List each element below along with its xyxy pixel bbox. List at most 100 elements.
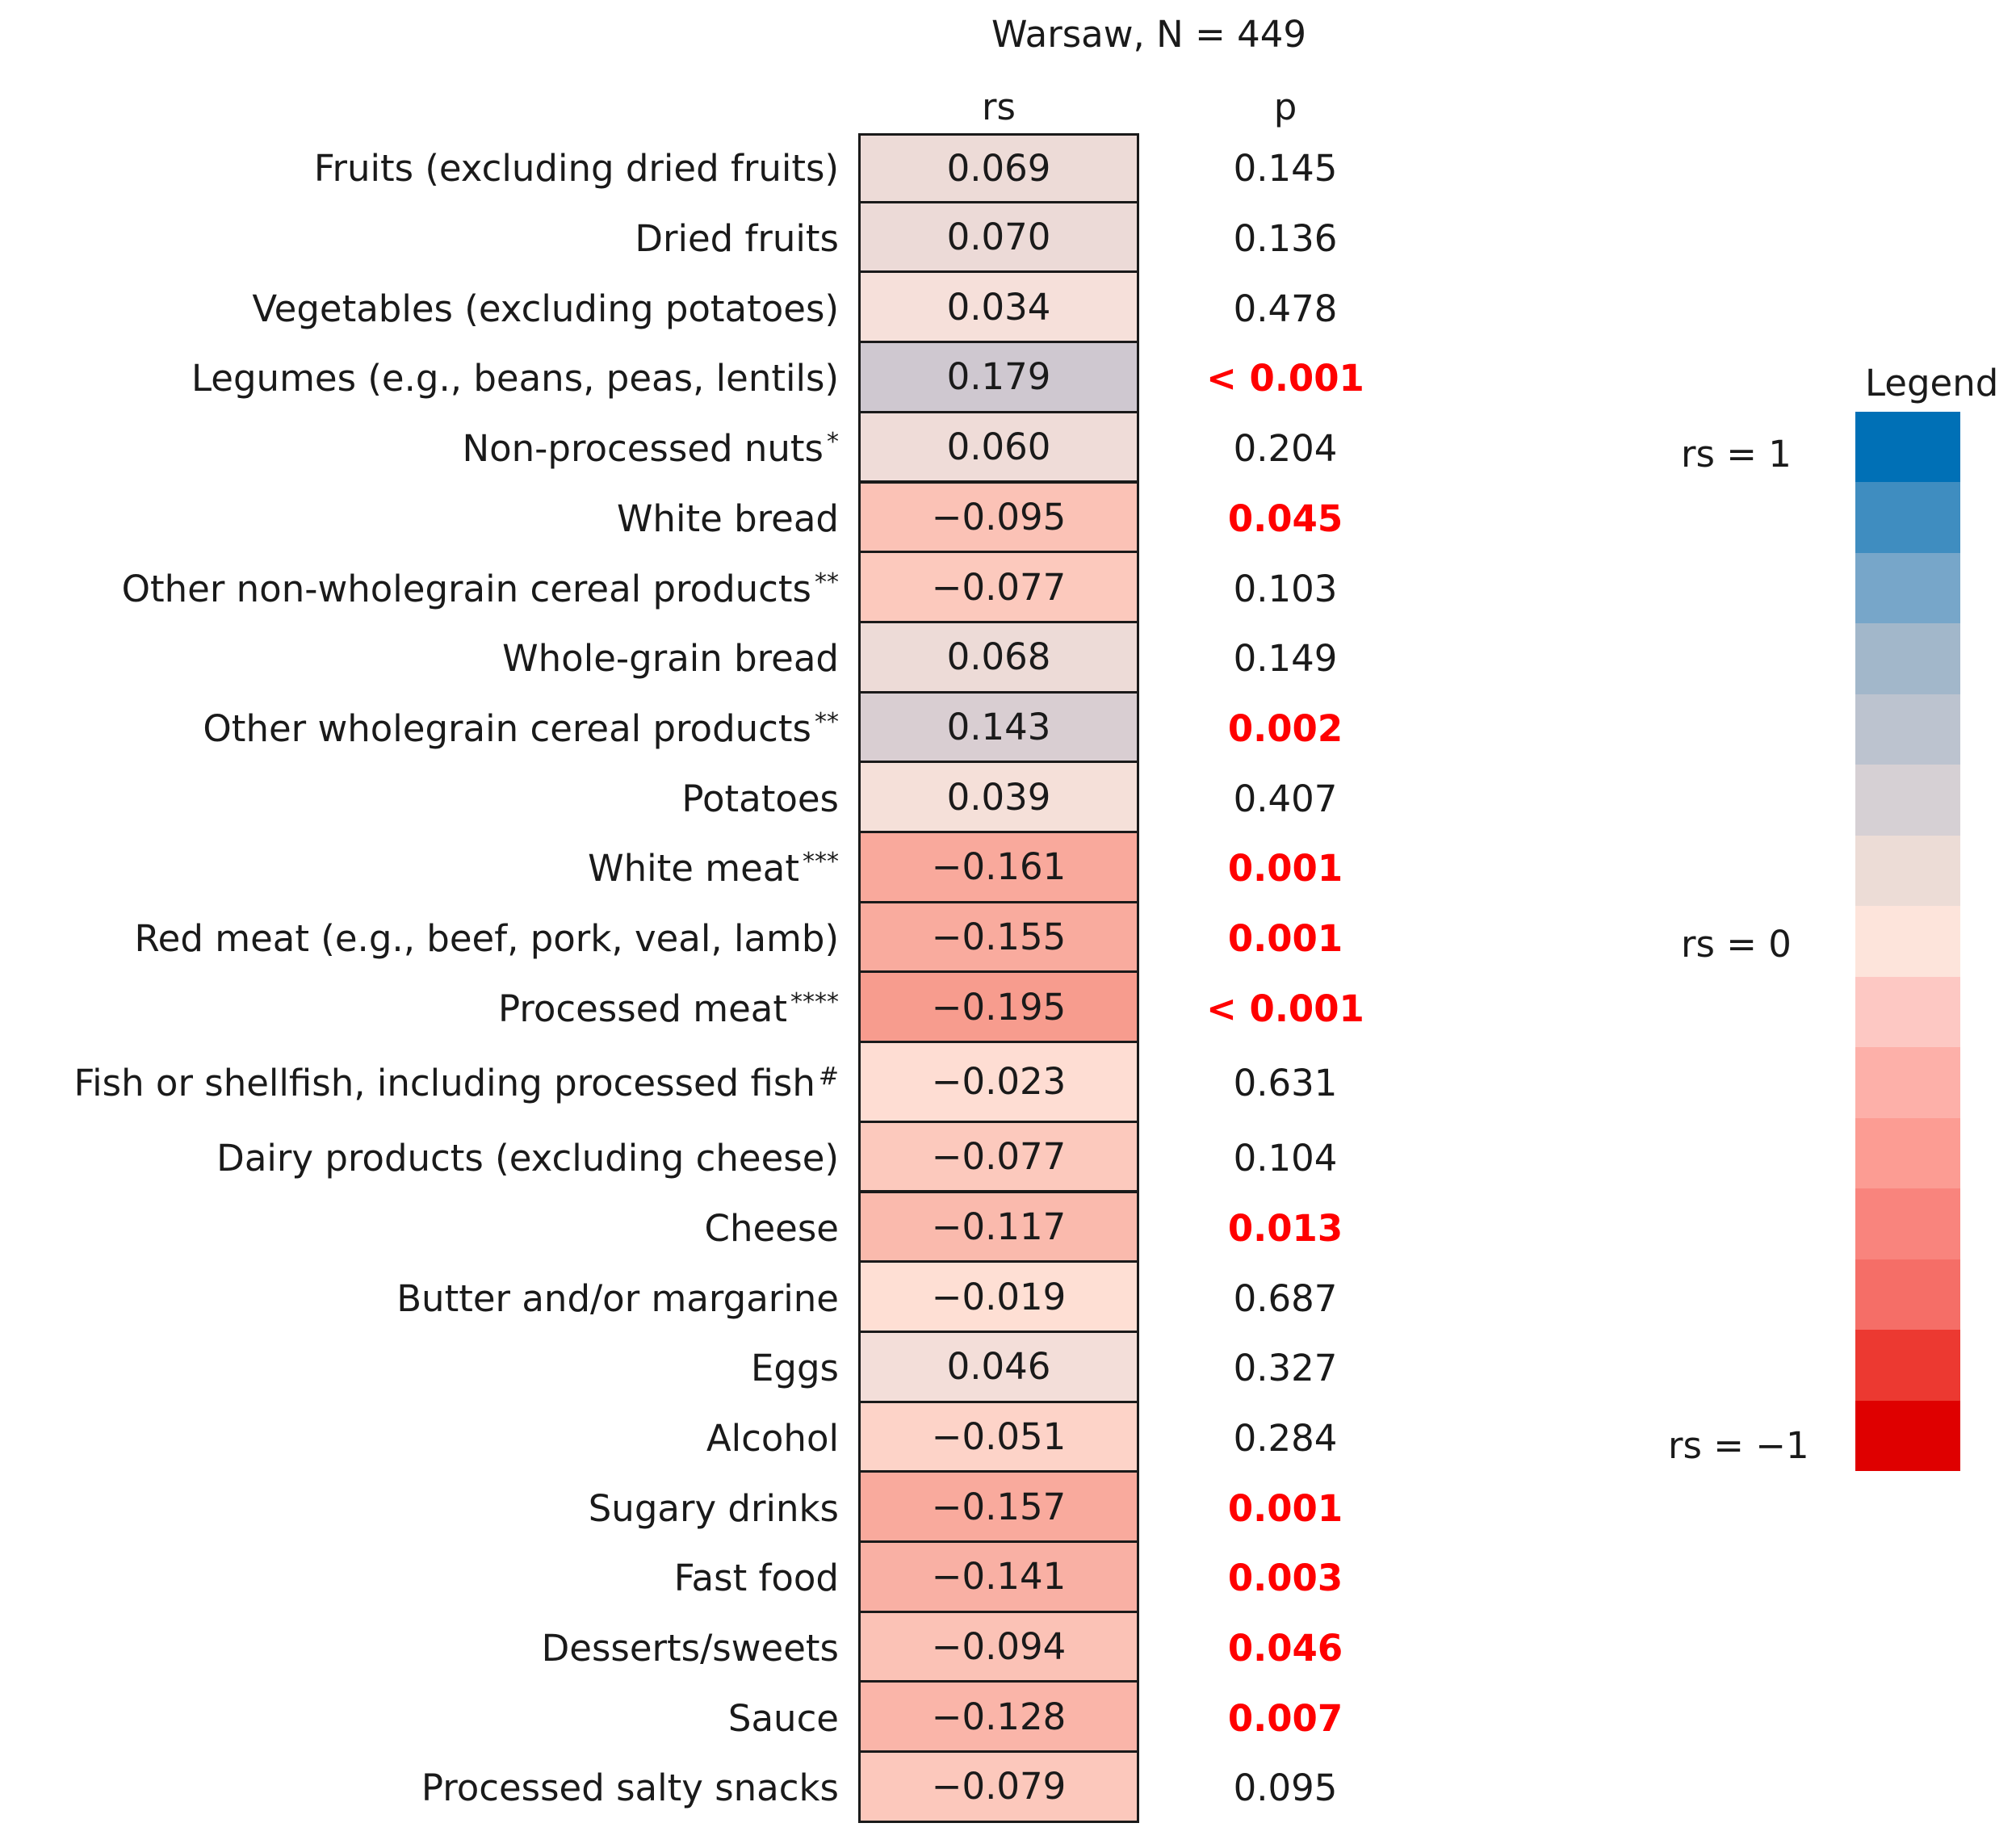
legend-color-band <box>1855 1188 1960 1260</box>
rs-cell: 0.179 <box>858 341 1139 413</box>
rs-cell: 0.069 <box>858 133 1139 203</box>
row-label: Other wholegrain cereal products ** <box>203 710 839 747</box>
row-label-text: Desserts/sweets <box>541 1627 839 1670</box>
row-label-text: Dairy products (excluding cheese) <box>216 1137 839 1180</box>
row-label-text: Alcohol <box>706 1416 839 1460</box>
p-value: 0.327 <box>1233 1347 1338 1390</box>
p-value: < 0.001 <box>1206 357 1364 400</box>
row-label: Processed meat **** <box>498 990 839 1027</box>
p-value: 0.687 <box>1233 1276 1338 1320</box>
p-value: 0.001 <box>1227 847 1343 891</box>
rs-cell: 0.143 <box>858 690 1139 764</box>
row-label-text: Red meat (e.g., beef, pork, veal, lamb) <box>134 917 839 961</box>
rs-value: −0.077 <box>931 565 1067 609</box>
row-label: Dairy products (excluding cheese) <box>216 1140 839 1176</box>
row-label-text: Fast food <box>673 1557 839 1600</box>
rs-value: −0.023 <box>931 1060 1067 1104</box>
rs-cell: −0.094 <box>858 1610 1139 1683</box>
p-value: 0.046 <box>1227 1627 1343 1670</box>
row-label: Fruits (excluding dried fruits) <box>314 150 839 186</box>
p-value: 0.204 <box>1233 427 1338 471</box>
legend-color-band <box>1855 1047 1960 1119</box>
row-label: Processed salty snacks <box>421 1770 839 1806</box>
legend-color-band <box>1855 765 1960 836</box>
footnote-mark: *** <box>803 848 839 877</box>
row-label: Sauce <box>728 1700 839 1737</box>
row-label-text: Other wholegrain cereal products <box>203 706 811 750</box>
rs-value: 0.068 <box>946 635 1051 679</box>
p-value: 0.136 <box>1233 217 1338 261</box>
row-label-text: Vegetables (excluding potatoes) <box>252 287 839 330</box>
p-value: 0.001 <box>1227 1486 1343 1530</box>
rs-cell: −0.195 <box>858 970 1139 1044</box>
row-label: Dried fruits <box>635 220 839 257</box>
row-label: Non-processed nuts * <box>462 430 839 467</box>
legend-color-band <box>1855 412 1960 483</box>
rs-cell: −0.023 <box>858 1041 1139 1123</box>
p-value: 0.002 <box>1227 706 1343 750</box>
row-label-text: Non-processed nuts <box>462 427 824 471</box>
row-label: Other non-wholegrain cereal products ** <box>122 568 839 607</box>
legend-color-band <box>1855 835 1960 907</box>
rs-cell: −0.141 <box>858 1540 1139 1613</box>
column-header-rs: rs <box>982 86 1016 128</box>
rs-cell: −0.161 <box>858 831 1139 903</box>
p-value: 0.407 <box>1233 777 1338 820</box>
legend-color-band <box>1855 623 1960 695</box>
p-value: 0.631 <box>1233 1062 1338 1105</box>
footnote-mark: * <box>827 428 839 457</box>
row-label-text: White meat <box>588 847 799 891</box>
p-value: 0.478 <box>1233 287 1338 330</box>
row-label: White bread <box>617 501 839 537</box>
rs-value: −0.161 <box>931 845 1067 889</box>
row-label: Fast food <box>674 1560 839 1596</box>
p-value: 0.003 <box>1227 1557 1343 1600</box>
p-value: 0.001 <box>1227 917 1343 961</box>
row-label-text: Sauce <box>727 1696 839 1740</box>
legend-label-rs-1: rs = 1 <box>1681 433 1792 476</box>
p-value: 0.149 <box>1233 637 1338 681</box>
row-label-text: Eggs <box>750 1347 839 1390</box>
row-label-text: Dried fruits <box>635 217 839 261</box>
legend-color-band <box>1855 1330 1960 1402</box>
rs-value: 0.060 <box>946 425 1051 469</box>
legend-label-rs-0: rs = 0 <box>1681 923 1792 966</box>
row-label: Desserts/sweets <box>542 1630 839 1666</box>
rs-value: −0.195 <box>931 985 1067 1029</box>
row-label-text: Potatoes <box>681 777 839 820</box>
rs-value: −0.157 <box>931 1485 1067 1528</box>
row-label: Whole-grain bread <box>502 640 839 677</box>
rs-value: −0.079 <box>931 1765 1067 1808</box>
rs-cell: −0.077 <box>858 551 1139 623</box>
p-value: < 0.001 <box>1206 987 1364 1030</box>
legend-color-band <box>1855 1259 1960 1331</box>
row-label-text: White bread <box>616 497 839 540</box>
row-label-text: Fish or shellfish, including processed f… <box>73 1062 815 1105</box>
rs-cell: 0.070 <box>858 200 1139 274</box>
row-label-text: Cheese <box>704 1206 839 1250</box>
rs-value: 0.143 <box>946 705 1051 748</box>
p-value: 0.095 <box>1233 1766 1338 1810</box>
p-value: 0.104 <box>1233 1137 1338 1180</box>
rs-cell: −0.117 <box>858 1190 1139 1264</box>
legend-label-rs-neg1: rs = −1 <box>1668 1424 1809 1467</box>
legend-color-band <box>1855 906 1960 978</box>
row-label: Sugary drinks <box>589 1490 839 1527</box>
legend-color-band <box>1855 552 1960 624</box>
rs-value: −0.128 <box>931 1695 1067 1738</box>
row-label-text: Legumes (e.g., beans, peas, lentils) <box>191 357 839 400</box>
row-label: Vegetables (excluding potatoes) <box>252 291 839 327</box>
footnote-mark: # <box>818 1062 839 1092</box>
p-value: 0.007 <box>1227 1696 1343 1740</box>
rs-value: 0.179 <box>946 355 1051 399</box>
row-label: Eggs <box>751 1350 839 1386</box>
row-label: Alcohol <box>706 1420 839 1456</box>
row-label-text: Processed meat <box>497 987 787 1030</box>
legend-title: Legend <box>1865 362 1999 404</box>
rs-value: 0.070 <box>946 216 1051 259</box>
row-label-text: Sugary drinks <box>588 1486 839 1530</box>
row-label-text: Processed salty snacks <box>421 1766 839 1810</box>
footnote-mark: ** <box>815 568 839 597</box>
row-label-text: Whole-grain bread <box>502 637 839 681</box>
